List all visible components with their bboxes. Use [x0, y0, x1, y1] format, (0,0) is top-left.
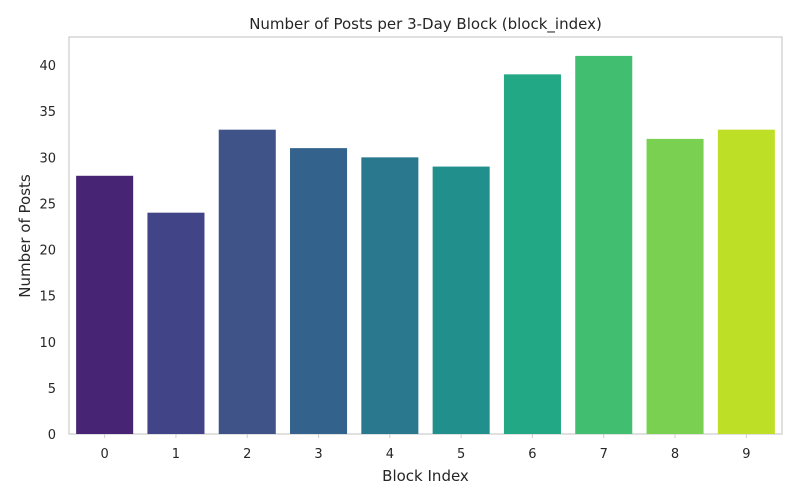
bar-1: [147, 212, 205, 434]
x-tick-label: 6: [528, 447, 536, 462]
bar-8: [646, 138, 704, 434]
x-tick-label: 8: [671, 447, 679, 462]
x-tick-label: 7: [600, 447, 608, 462]
y-tick-label: 20: [39, 244, 56, 259]
x-tick-label: 3: [314, 447, 322, 462]
x-tick-label: 2: [243, 447, 251, 462]
x-axis-label: Block Index: [382, 467, 469, 485]
y-tick-label: 10: [39, 336, 56, 351]
y-tick-label: 5: [48, 382, 56, 397]
y-tick-label: 35: [39, 105, 56, 120]
x-tick-label: 9: [742, 447, 750, 462]
y-tick-label: 25: [39, 197, 56, 212]
bar-2: [218, 129, 276, 434]
y-tick-label: 30: [39, 151, 56, 166]
y-ticks-group: 0 5 10 15 20 25 30 35 40: [39, 59, 56, 443]
bar-0: [76, 175, 134, 434]
bar-4: [361, 157, 419, 434]
bar-6: [503, 74, 561, 434]
y-tick-label: 40: [39, 59, 56, 74]
chart-title: Number of Posts per 3-Day Block (block_i…: [249, 15, 602, 34]
x-tick-label: 0: [101, 447, 109, 462]
y-tick-label: 15: [39, 290, 56, 305]
bar-5: [432, 166, 490, 435]
x-ticks-group: 0 1 2 3 4 5 6 7 8 9: [101, 434, 750, 462]
y-tick-label: 0: [48, 428, 56, 443]
bar-9: [717, 129, 775, 434]
x-tick-label: 4: [386, 447, 394, 462]
bars-group: [76, 55, 775, 435]
y-axis-label: Number of Posts: [16, 174, 34, 298]
x-tick-label: 5: [457, 447, 465, 462]
bar-3: [290, 148, 348, 434]
x-tick-label: 1: [172, 447, 180, 462]
bar-7: [575, 55, 633, 435]
